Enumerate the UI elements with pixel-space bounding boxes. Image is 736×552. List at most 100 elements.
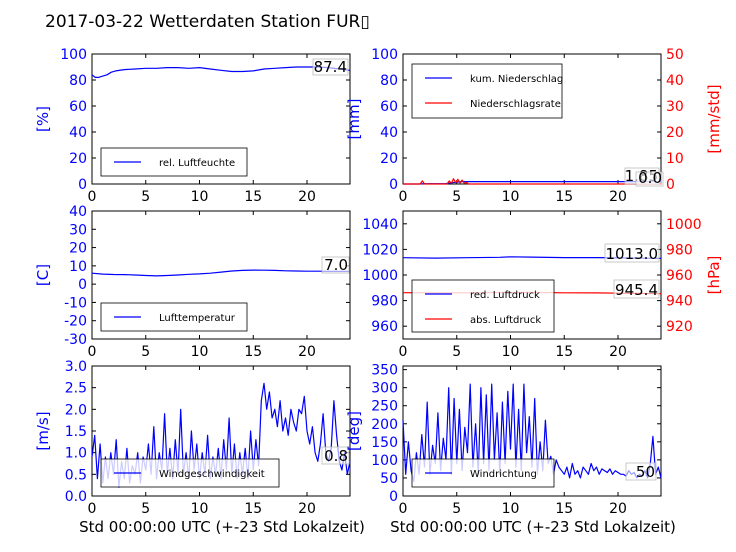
x-tick-label: 10 — [191, 189, 209, 205]
series-line-2 — [403, 178, 661, 185]
y-tick-label: 1040 — [362, 217, 398, 233]
legend-label: abs. Luftdruck — [470, 315, 541, 326]
last-value-label: 50 — [636, 463, 655, 481]
last-value-box — [635, 171, 664, 187]
last-value-box — [321, 256, 350, 274]
x-tick-label: 10 — [191, 344, 209, 360]
y-tick-label: 20 — [380, 151, 398, 167]
y-tick-label: 100 — [60, 47, 87, 63]
legend: Windgeschwindigkeit — [100, 458, 280, 488]
x-tick-label: 0 — [399, 344, 408, 360]
y-axis-label: [%] — [34, 106, 52, 132]
x-tick-label: 10 — [502, 501, 520, 517]
y-right-tick-label: 10 — [666, 151, 684, 167]
x-axis-label-right: Std 00:00:00 UTC (+-23 Std Lokalzeit) — [390, 518, 676, 536]
x-tick-label: 10 — [502, 344, 520, 360]
x-tick-label: 0 — [399, 189, 408, 205]
legend: rel. Luftfeuchte — [100, 147, 248, 177]
legend-box — [411, 279, 555, 333]
y-tick-label: 250 — [371, 399, 398, 415]
legend-label: red. Luftdruck — [470, 290, 540, 301]
legend-label: rel. Luftfeuchte — [159, 158, 235, 169]
series-line-1 — [91, 269, 350, 277]
chart-panel-1: 0 5 10 15 20 0 20 40 60 80 100 [%] rel. Luftfeuchte 8… — [34, 47, 351, 205]
y-right-tick-label: 0 — [666, 177, 675, 193]
legend: Windrichtung — [411, 458, 555, 488]
x-tick-label: 20 — [609, 189, 627, 205]
last-value-box — [604, 243, 660, 263]
x-tick-label: 10 — [191, 501, 209, 517]
chart-panel-3: 0 5 10 15 20 -30 -20 -10 0 10 20 30 40 [C] Lufttempera… — [34, 204, 351, 360]
last-value-label: 0.8 — [324, 447, 348, 465]
y-tick-label: 980 — [371, 294, 398, 310]
y-tick-label: 200 — [371, 417, 398, 433]
y-tick-label: 0 — [78, 277, 87, 293]
last-value-label: 87.4 — [314, 58, 347, 76]
figure-title: 2017-03-22 Wetterdaten Station FUR▯ — [45, 12, 370, 32]
y-right-tick-label: 980 — [666, 242, 693, 258]
y-tick-label: 100 — [371, 47, 398, 63]
legend: kum. Niederschlag Niederschlagsrate — [411, 63, 563, 119]
x-tick-label: 5 — [452, 189, 461, 205]
y-tick-label: -10 — [64, 295, 87, 311]
x-tick-label: 5 — [452, 344, 461, 360]
y-axis-label: [mm] — [345, 99, 363, 140]
x-tick-label: 20 — [609, 501, 627, 517]
y-tick-label: 60 — [69, 99, 87, 115]
y-tick-label: 960 — [371, 319, 398, 335]
legend: Lufttemperatur — [100, 302, 248, 332]
y-tick-label: 0 — [389, 489, 398, 505]
x-tick-label: 15 — [244, 344, 262, 360]
y-right-axis-label: [mm/std] — [705, 84, 723, 153]
y-right-tick-label: 30 — [666, 99, 684, 115]
x-tick-label: 0 — [88, 189, 97, 205]
y-tick-label: 40 — [380, 125, 398, 141]
y-tick-label: 80 — [380, 73, 398, 89]
y-tick-label: 2.5 — [65, 381, 87, 397]
y-tick-label: 3.0 — [65, 359, 87, 375]
y-right-tick-label: 50 — [666, 47, 684, 63]
x-tick-label: 0 — [88, 501, 97, 517]
x-tick-label: 5 — [452, 501, 461, 517]
chart-panel-5: 0 5 10 15 20 0.0 0.5 1.0 1.5 2.0 2.5 3.0 [m/s] Windge… — [34, 359, 351, 517]
legend-label: Windrichtung — [470, 469, 537, 480]
y-tick-label: -20 — [64, 314, 87, 330]
last-value-box — [625, 462, 657, 481]
legend-label: Windgeschwindigkeit — [159, 469, 265, 480]
last-value-box — [321, 446, 350, 465]
x-tick-label: 5 — [141, 189, 150, 205]
y-tick-label: 1.0 — [65, 446, 87, 462]
y-axis-label: [C] — [34, 264, 52, 286]
y-tick-label: 0.0 — [65, 489, 87, 505]
y-tick-label: 2.0 — [65, 402, 87, 418]
last-value-label: 1013.0 — [606, 245, 659, 263]
y-tick-label: 10 — [69, 259, 87, 275]
last-value-label: 945.4 — [615, 281, 658, 299]
y-tick-label: 50 — [380, 471, 398, 487]
x-tick-label: 15 — [555, 189, 573, 205]
y-tick-label: 30 — [69, 222, 87, 238]
y-tick-label: 80 — [69, 73, 87, 89]
x-tick-label: 5 — [141, 501, 150, 517]
y-tick-label: 100 — [371, 453, 398, 469]
y-tick-label: -30 — [64, 332, 87, 348]
chart-panel-6: 0 5 10 15 20050100150200250300350[deg]Windri… — [345, 363, 662, 517]
legend-box — [100, 147, 248, 177]
legend-box — [411, 63, 563, 119]
x-tick-label: 15 — [555, 501, 573, 517]
last-value-box — [613, 279, 660, 299]
y-right-axis-label: [hPa] — [705, 256, 723, 295]
x-axis-label-left: Std 00:00:00 UTC (+-23 Std Lokalzeit) — [79, 518, 365, 536]
chart-panel-4: 0 5 10 15 20 960 980 1000 1020 1040 920 940 960 980 10… — [362, 210, 723, 360]
legend-label: kum. Niederschlag — [470, 74, 563, 85]
last-value-label: 0.0 — [638, 169, 662, 187]
x-tick-label: 20 — [609, 344, 627, 360]
x-tick-label: 20 — [298, 344, 316, 360]
y-tick-label: 0.5 — [65, 467, 87, 483]
y-tick-label: 0 — [78, 177, 87, 193]
y-tick-label: 350 — [371, 363, 398, 379]
y-tick-label: 300 — [371, 381, 398, 397]
legend-label: Lufttemperatur — [159, 313, 236, 324]
x-tick-label: 20 — [298, 189, 316, 205]
